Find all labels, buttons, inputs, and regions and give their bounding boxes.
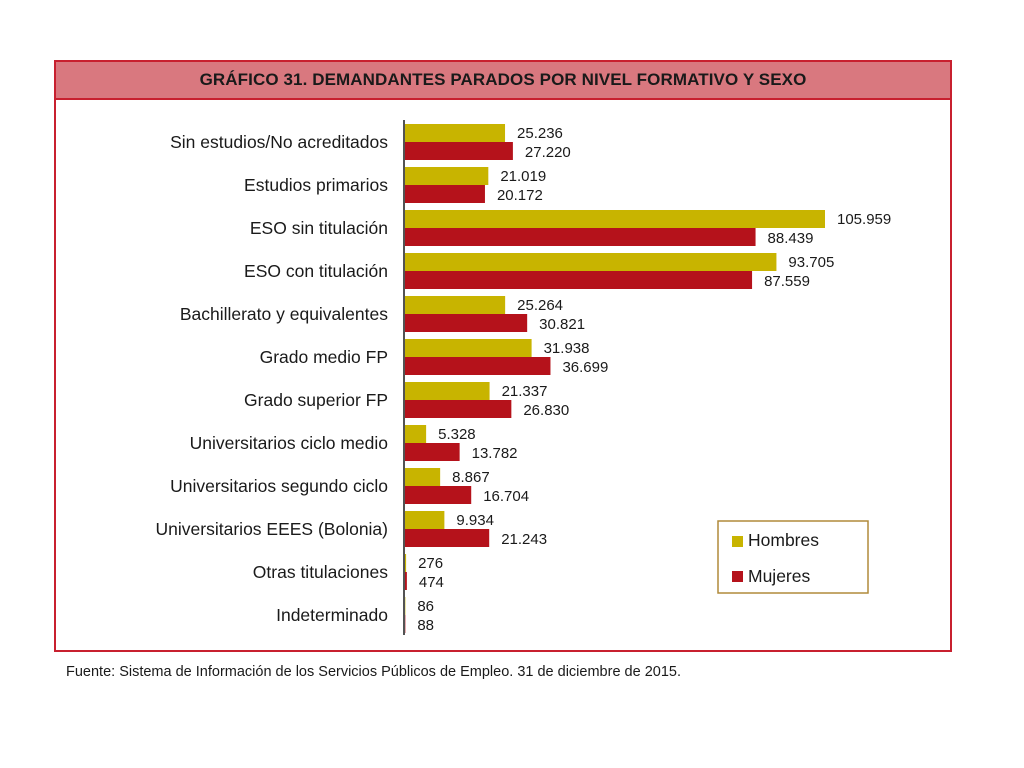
bar-mujeres xyxy=(405,443,460,461)
data-label-hombres: 9.934 xyxy=(456,512,494,529)
category-label: Universitarios ciclo medio xyxy=(190,433,388,453)
data-label-mujeres: 26.830 xyxy=(523,402,569,419)
bar-hombres xyxy=(405,253,777,271)
bar-mujeres xyxy=(405,357,551,375)
bar-hombres xyxy=(405,554,407,572)
category-label: Grado medio FP xyxy=(260,347,388,367)
bar-hombres xyxy=(405,124,506,142)
data-label-hombres: 105.959 xyxy=(837,211,891,228)
data-label-mujeres: 27.220 xyxy=(525,144,571,161)
bar-mujeres xyxy=(405,314,528,332)
data-label-mujeres: 88.439 xyxy=(768,230,814,247)
chart-title: GRÁFICO 31. DEMANDANTES PARADOS POR NIVE… xyxy=(56,62,950,100)
data-label-mujeres: 88 xyxy=(417,617,434,634)
bar-mujeres xyxy=(405,185,485,203)
bar-hombres xyxy=(405,167,489,185)
data-label-hombres: 86 xyxy=(417,598,434,615)
category-label: ESO con titulación xyxy=(244,261,388,281)
category-label: Universitarios segundo ciclo xyxy=(170,476,388,496)
bar-mujeres xyxy=(405,271,753,289)
data-label-hombres: 93.705 xyxy=(788,254,834,271)
bar-mujeres xyxy=(405,486,472,504)
data-label-hombres: 8.867 xyxy=(452,469,490,486)
legend-swatch-mujeres xyxy=(732,571,743,582)
data-label-mujeres: 87.559 xyxy=(764,273,810,290)
bar-hombres xyxy=(405,468,441,486)
data-label-hombres: 25.236 xyxy=(517,125,563,142)
data-label-hombres: 5.328 xyxy=(438,426,476,443)
bar-hombres xyxy=(405,511,445,529)
bar-hombres xyxy=(405,382,490,400)
data-label-mujeres: 13.782 xyxy=(472,445,518,462)
legend-label-hombres: Hombres xyxy=(748,530,819,550)
data-label-hombres: 31.938 xyxy=(544,340,590,357)
bar-mujeres xyxy=(405,142,513,160)
data-label-mujeres: 16.704 xyxy=(483,488,529,505)
bar-hombres xyxy=(405,339,532,357)
category-label: Indeterminado xyxy=(276,605,388,625)
category-label: Otras titulaciones xyxy=(253,562,388,582)
data-label-mujeres: 36.699 xyxy=(562,359,608,376)
legend-swatch-hombres xyxy=(732,536,743,547)
category-label: Estudios primarios xyxy=(244,175,388,195)
bar-mujeres xyxy=(405,400,512,418)
bar-mujeres xyxy=(405,228,756,246)
category-label: Grado superior FP xyxy=(244,390,388,410)
legend-label-mujeres: Mujeres xyxy=(748,566,810,586)
bar-hombres xyxy=(405,210,825,228)
data-label-mujeres: 20.172 xyxy=(497,187,543,204)
data-label-hombres: 276 xyxy=(418,555,443,572)
source-note: Fuente: Sistema de Información de los Se… xyxy=(66,664,681,680)
bar-hombres xyxy=(405,296,506,314)
category-label: Sin estudios/No acreditados xyxy=(170,132,388,152)
data-label-mujeres: 30.821 xyxy=(539,316,585,333)
data-label-hombres: 25.264 xyxy=(517,297,563,314)
bar-mujeres xyxy=(405,529,490,547)
bar-mujeres xyxy=(405,572,407,590)
category-label: ESO sin titulación xyxy=(250,218,388,238)
category-label: Universitarios EEES (Bolonia) xyxy=(156,519,388,539)
data-label-hombres: 21.019 xyxy=(500,168,546,185)
data-label-hombres: 21.337 xyxy=(502,383,548,400)
bar-hombres xyxy=(405,425,427,443)
data-label-mujeres: 474 xyxy=(419,574,444,591)
data-label-mujeres: 21.243 xyxy=(501,531,547,548)
category-label: Bachillerato y equivalentes xyxy=(180,304,388,324)
